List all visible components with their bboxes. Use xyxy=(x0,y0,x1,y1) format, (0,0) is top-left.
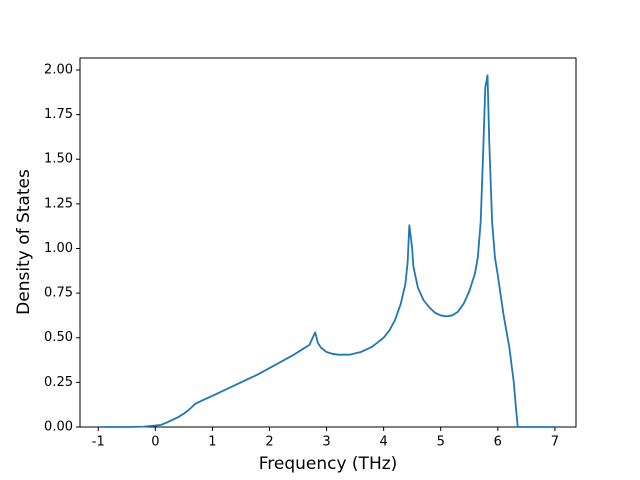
x-tick-label: 7 xyxy=(551,435,559,450)
y-tick-label: 1.00 xyxy=(44,241,73,256)
x-tick-label: 4 xyxy=(380,435,388,450)
y-axis-label: Density of States xyxy=(14,169,34,315)
y-tick-label: 1.75 xyxy=(44,107,73,122)
x-tick-label: 5 xyxy=(437,435,445,450)
x-tick-label: 6 xyxy=(494,435,502,450)
x-tick-label: -1 xyxy=(92,435,105,450)
y-tick-label: 0.00 xyxy=(44,420,73,435)
y-tick-label: 1.50 xyxy=(44,152,73,167)
line-series xyxy=(101,74,555,428)
y-tick-label: 2.00 xyxy=(44,62,73,77)
y-tick-label: 0.50 xyxy=(44,330,73,345)
y-tick-label: 0.25 xyxy=(44,375,73,390)
plot-frame xyxy=(79,57,577,428)
x-tick-label: 2 xyxy=(265,435,273,450)
y-tick-label: 1.25 xyxy=(44,196,73,211)
y-tick-label: 0.75 xyxy=(44,286,73,301)
x-axis-label: Frequency (THz) xyxy=(259,454,398,474)
x-tick-label: 1 xyxy=(208,435,216,450)
x-tick-label: 3 xyxy=(322,435,330,450)
x-tick-label: 0 xyxy=(151,435,159,450)
